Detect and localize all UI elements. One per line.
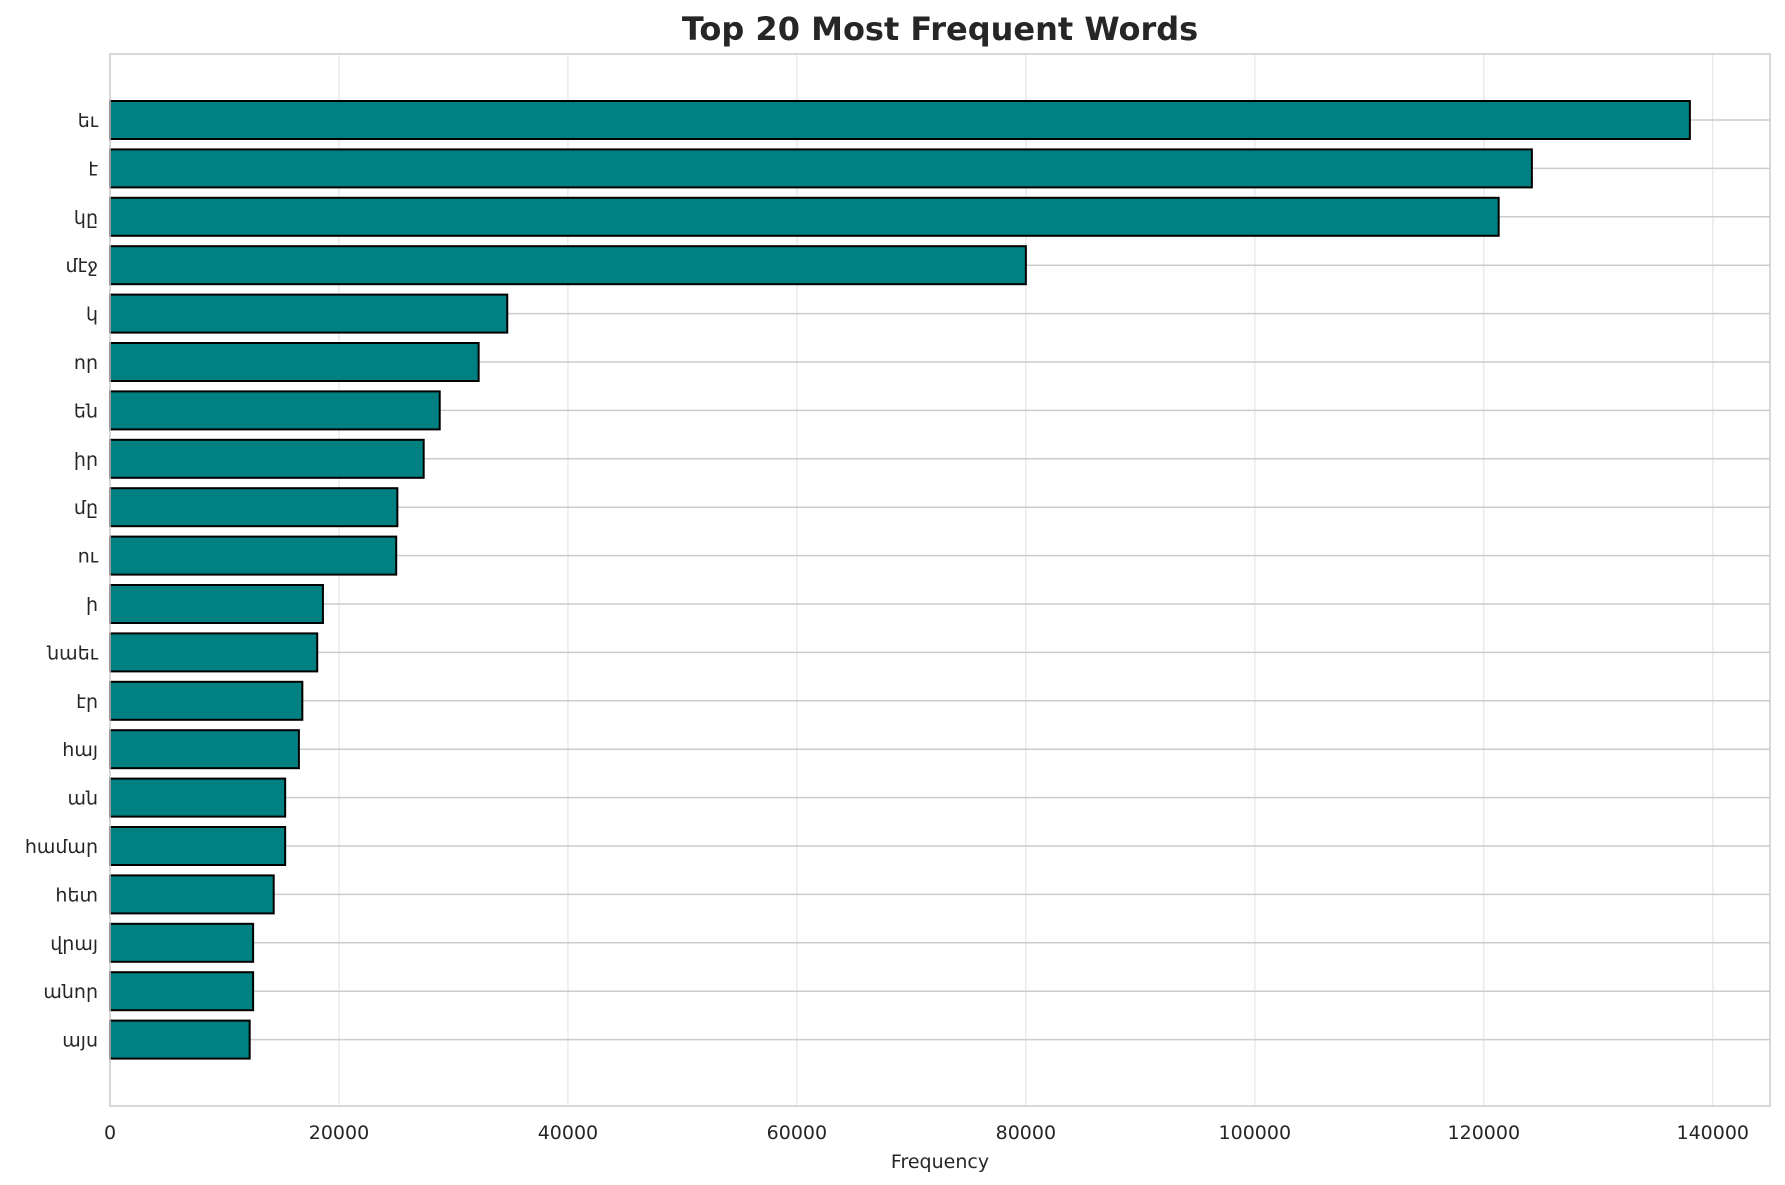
x-tick-label: 120000 [1448,1122,1521,1144]
bar [109,680,304,721]
bar [109,100,1691,140]
x-tick-label: 140000 [1676,1122,1749,1144]
bar [109,729,300,770]
bar [109,826,287,866]
x-tick-label: 60000 [767,1122,827,1144]
y-tick-label: մէջ [66,255,98,277]
bar [109,632,319,673]
y-tick-label: համար [25,836,98,858]
bar [109,342,480,382]
bar [109,1019,251,1060]
y-tick-label: կը [74,207,98,229]
x-tick-label: 40000 [538,1122,598,1144]
bar [109,245,1027,286]
y-tick-label: ի [86,594,98,616]
y-tick-label: ու [78,546,99,568]
y-tick-label: ան [67,788,98,810]
bar [109,777,287,818]
bars [109,100,1691,1060]
bar [109,874,275,915]
bar [109,438,425,479]
y-tick-label: հայ [62,739,98,761]
y-tick-label: հետ [55,884,98,906]
y-tick-label: են [74,400,98,422]
bar [109,390,441,431]
bar [109,535,398,576]
y-tick-label: եւ [78,110,99,132]
y-tick-label: կ [86,304,98,326]
plot-frame [109,53,1771,1107]
bar [109,584,324,624]
x-tick-label: 80000 [996,1122,1056,1144]
y-tick-label: մը [74,497,98,519]
y-tick-label: էր [76,691,98,713]
bar [109,148,1533,189]
x-tick-labels: 0 20000 40000 60000 80000 100000 120000 140000 [104,1122,1749,1144]
y-tick-label: իր [74,449,98,471]
y-tick-labels: եւ է կը մէջ կ որ են իր մը ու ի նաեւ էր հայ ան համար հետ վ… [25,110,99,1052]
bar [109,293,509,334]
bar [109,922,255,963]
y-tick-label: վրայ [50,933,98,955]
y-tick-label: որ [74,352,98,374]
y-tick-label: այս [62,1030,98,1052]
bar [109,971,255,1012]
x-tick-label: 0 [104,1122,116,1144]
chart-title: Top 20 Most Frequent Words [682,10,1198,48]
y-tick-label: է [88,158,98,180]
y-tick-label: նաեւ [46,642,99,664]
x-axis-label: Frequency [891,1151,989,1173]
bar [109,196,1500,237]
y-tick-label: անոր [43,981,98,1003]
x-tick-label: 100000 [1219,1122,1292,1144]
x-tick-label: 20000 [309,1122,369,1144]
bar [109,487,399,528]
